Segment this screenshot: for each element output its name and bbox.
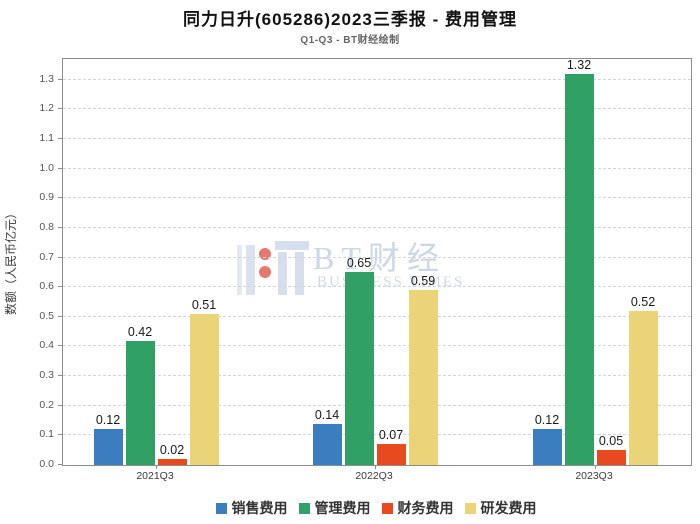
y-tick-mark (58, 375, 62, 377)
y-axis: 0.0 0.1 0.2 0.3 0.4 0.5 0.6 0.7 0.8 0.9 1.0 1.1 1.2 1… (0, 58, 62, 470)
bar-value-label: 0.02 (159, 443, 185, 458)
y-tick-mark (58, 434, 62, 436)
bar (376, 444, 406, 465)
y-tick-label: 0.8 (39, 220, 54, 233)
x-tick-label: 2023Q3 (575, 470, 613, 482)
legend-swatch (381, 502, 393, 514)
legend-label: 研发费用 (480, 500, 537, 516)
bar (189, 313, 219, 465)
x-tick-mark (156, 465, 157, 469)
gridline (63, 375, 691, 377)
x-tick-mark (375, 465, 376, 469)
bar (532, 429, 562, 465)
y-tick-label: 0.6 (39, 280, 54, 293)
x-tick-mark (595, 465, 596, 469)
y-tick-mark (58, 167, 62, 169)
bar (628, 310, 658, 465)
y-tick-mark (58, 464, 62, 465)
y-tick-mark (58, 404, 62, 406)
y-tick-label: 1.1 (39, 132, 54, 144)
x-tick-label: 2021Q3 (136, 470, 174, 482)
bt-logo-dot (259, 266, 271, 278)
bar-value-label: 0.59 (410, 274, 436, 289)
bar (408, 290, 438, 465)
y-tick-label: 0.1 (39, 428, 54, 441)
bt-logo-tt (278, 252, 287, 295)
legend-item: 研发费用 (464, 498, 537, 518)
gridline (63, 345, 691, 347)
bar-value-label: 0.51 (191, 297, 217, 312)
y-tick-mark (58, 138, 62, 139)
bt-logo-tt (295, 252, 304, 295)
gridline (63, 286, 691, 288)
legend-swatch (298, 502, 310, 514)
y-tick-label: 0.4 (39, 339, 54, 352)
bar (125, 340, 155, 465)
bt-logo-dot (259, 248, 271, 260)
watermark-brand-subtext: BUSINESS TIMES (317, 274, 465, 290)
bar (344, 272, 374, 465)
y-tick-label: 0.0 (39, 458, 54, 470)
legend-label: 财务费用 (397, 500, 454, 516)
legend-label: 管理费用 (314, 500, 371, 516)
bar-value-label: 0.12 (95, 413, 121, 428)
y-tick-mark (58, 315, 62, 317)
y-tick-label: 1.3 (39, 72, 54, 85)
y-tick-mark (58, 108, 62, 110)
bar (312, 423, 342, 465)
y-tick-label: 0.7 (39, 250, 54, 263)
x-tick-label: 2022Q3 (355, 470, 393, 482)
gridline (63, 315, 691, 317)
bt-logo-tt (275, 241, 309, 250)
chart-subtitle: Q1-Q3 - BT财经绘制 (300, 35, 400, 46)
gridline (63, 197, 691, 199)
y-tick-label: 0.9 (39, 191, 54, 204)
gridline (63, 226, 691, 228)
y-tick-mark (58, 286, 62, 288)
legend-item: 财务费用 (381, 498, 454, 518)
bar-value-label: 0.05 (598, 434, 624, 449)
gridline (63, 434, 691, 436)
y-tick-mark (58, 78, 62, 80)
bar (93, 429, 123, 465)
chart-legend: 销售费用 管理费用 财务费用 研发费用 (62, 498, 690, 518)
y-tick-label: 1.0 (39, 161, 54, 174)
gridline (63, 108, 691, 110)
bar-value-label: 1.32 (566, 57, 592, 72)
gridline (63, 78, 691, 80)
y-tick-label: 0.5 (39, 309, 54, 322)
gridline (63, 167, 691, 169)
y-tick-mark (58, 197, 62, 199)
legend-item: 销售费用 (215, 498, 288, 518)
gridline (63, 404, 691, 406)
y-tick-mark (58, 345, 62, 347)
bar-value-label: 0.12 (534, 413, 560, 428)
bt-logo-bar (246, 245, 255, 295)
y-tick-label: 0.3 (39, 369, 54, 382)
gridline (63, 138, 691, 140)
y-tick-label: 1.2 (39, 102, 54, 115)
x-axis: 2021Q3 2022Q3 2023Q3 (62, 470, 690, 486)
legend-label: 销售费用 (231, 500, 288, 516)
y-tick-label: 0.2 (39, 398, 54, 411)
legend-swatch (464, 502, 476, 514)
bar (157, 459, 187, 465)
plot-area: BT财经 BUSINESS TIMES 0.12 0.42 0.02 0.51 0.14… (62, 57, 692, 469)
bar-value-label: 0.42 (127, 324, 153, 339)
y-tick-mark (58, 226, 62, 228)
bar (596, 450, 626, 465)
bar-value-label: 0.14 (314, 407, 340, 422)
legend-item: 管理费用 (298, 498, 371, 518)
chart-title: 同力日升(605286)2023三季报 - 费用管理 (183, 10, 517, 29)
bar-value-label: 0.52 (630, 294, 656, 309)
bt-logo-bar (237, 245, 242, 295)
legend-swatch (215, 502, 227, 514)
bar-value-label: 0.65 (346, 256, 372, 271)
bar-value-label: 0.07 (378, 428, 404, 443)
gridline (63, 256, 691, 258)
y-tick-mark (58, 256, 62, 258)
bar (564, 73, 594, 465)
